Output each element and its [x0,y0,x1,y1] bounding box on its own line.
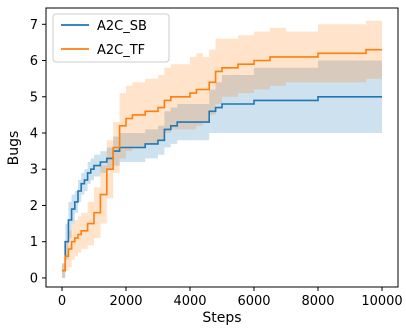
y-tick-label: 2 [30,199,38,214]
y-tick-label: 5 [30,90,38,105]
x-tick-label: 8000 [301,294,334,309]
x-tick-label: 2000 [109,294,142,309]
x-tick-label: 10000 [361,294,402,309]
x-tick-label: 0 [58,294,66,309]
legend-label-a2c-tf: A2C_TF [97,43,145,58]
legend: A2C_SB A2C_TF [52,13,170,63]
y-tick-label: 0 [30,271,38,286]
y-tick-label: 7 [30,18,38,33]
legend-box [52,13,170,63]
y-axis-label: Bugs [6,131,22,166]
confidence-bands [62,20,382,278]
x-axis-label: Steps [202,310,241,326]
x-tick-label: 6000 [237,294,270,309]
band-a2c-tf [62,20,382,278]
y-tick-label: 4 [30,127,38,142]
series-line-a2c-sb [62,96,382,272]
band-a2c-sb [62,60,382,278]
legend-label-a2c-sb: A2C_SB [97,19,147,34]
series-line-a2c-tf [62,48,382,272]
y-axis-ticks: 0 1 2 3 4 5 6 7 [30,18,46,286]
series-lines [62,48,382,272]
x-tick-label: 4000 [173,294,206,309]
y-tick-label: 6 [30,54,38,69]
y-tick-label: 1 [30,235,38,250]
plot-frame [45,7,399,288]
x-axis-ticks: 0 2000 4000 6000 8000 10000 [58,287,403,309]
y-tick-label: 3 [30,163,38,178]
